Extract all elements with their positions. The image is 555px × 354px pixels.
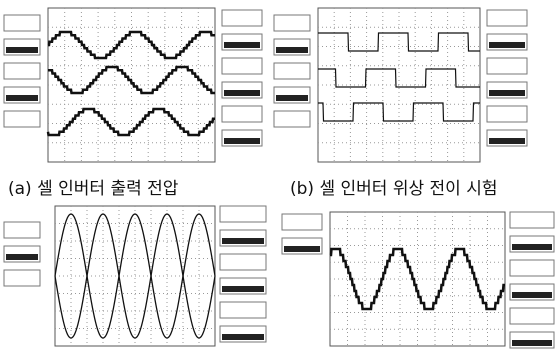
side-box [220, 302, 266, 318]
side-box-fill [224, 138, 260, 144]
side-box [4, 270, 40, 286]
side-box [282, 214, 322, 230]
side-box [487, 10, 527, 26]
side-box-fill [6, 47, 38, 53]
side-box [487, 58, 527, 74]
side-box [4, 222, 40, 238]
side-box [4, 63, 40, 79]
side-box [510, 308, 554, 324]
side-box-fill [222, 334, 264, 340]
side-box-fill [6, 95, 38, 101]
side-box [222, 10, 262, 26]
side-box-fill [284, 246, 320, 252]
side-box [220, 254, 266, 270]
side-box-fill [276, 95, 308, 101]
side-box-fill [512, 292, 552, 298]
waveform [48, 67, 215, 93]
figure: (a) 셀 인버터 출력 전압 (b) 셀 인버터 위상 전이 시험 [0, 0, 555, 354]
side-box [4, 111, 40, 127]
side-box-fill [222, 238, 264, 244]
side-box-fill [222, 286, 264, 292]
side-box [274, 15, 310, 31]
side-box-fill [489, 90, 525, 96]
side-box [4, 15, 40, 31]
side-box-fill [224, 42, 260, 48]
side-box [510, 260, 554, 276]
side-box [222, 58, 262, 74]
side-box-fill [512, 244, 552, 250]
caption-b: (b) 셀 인버터 위상 전이 시험 [290, 174, 497, 199]
side-box [220, 206, 266, 222]
side-box [222, 106, 262, 122]
side-box-fill [489, 138, 525, 144]
side-box [274, 63, 310, 79]
side-box-fill [489, 42, 525, 48]
caption-a: (a) 셀 인버터 출력 전압 [8, 174, 178, 199]
side-box-fill [224, 90, 260, 96]
side-box [487, 106, 527, 122]
side-box-fill [512, 340, 552, 346]
side-box-fill [6, 254, 38, 260]
side-box [510, 212, 554, 228]
side-box [274, 111, 310, 127]
side-box-fill [276, 47, 308, 53]
